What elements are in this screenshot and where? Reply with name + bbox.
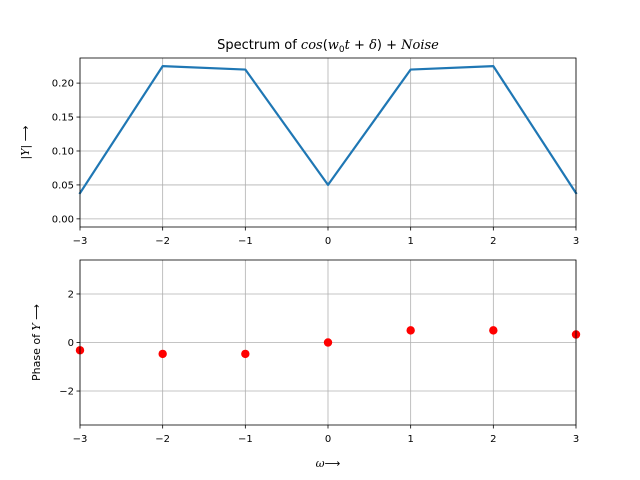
- magnitude-ytick-label: 0.00: [52, 214, 74, 225]
- magnitude-marks: [78, 65, 578, 195]
- phase-data-point: [241, 349, 250, 359]
- phase-ytick-label: 0: [68, 338, 74, 349]
- phase-data-point: [489, 326, 498, 335]
- phase-ylabel: Phase of Y ⟶: [30, 304, 43, 381]
- magnitude-ytick-label: 0.20: [52, 79, 74, 90]
- phase-ytick-label: 2: [68, 289, 74, 300]
- magnitude-xtick-label: −2: [155, 236, 170, 247]
- magnitude-xtick-label: 2: [490, 236, 496, 247]
- phase-xtick-label: 1: [407, 434, 413, 445]
- phase-ticks: −3 −2 −1 0 1 2 3 −2 0 2: [59, 289, 579, 445]
- phase-xtick-label: 3: [573, 434, 579, 445]
- phase-data-point: [406, 326, 415, 335]
- phase-xtick-label: −3: [73, 434, 88, 445]
- magnitude-ticks: −3 −2 −1 0 1 2 3 0.00 0.05 0.10 0.15 0.20: [52, 79, 579, 247]
- magnitude-ytick-label: 0.10: [52, 146, 74, 157]
- phase-xtick-label: 0: [325, 434, 331, 445]
- phase-marks: [75, 326, 581, 359]
- phase-subplot: −3 −2 −1 0 1 2 3 −2 0 2 ω⟶ Phase of Y ⟶: [30, 259, 581, 470]
- magnitude-xtick-label: −3: [73, 236, 88, 247]
- phase-data-point: [158, 349, 167, 359]
- magnitude-series-line: [78, 65, 578, 195]
- magnitude-xtick-label: 3: [573, 236, 579, 247]
- phase-xlabel: ω⟶: [316, 457, 341, 470]
- chart-title: Spectrum of cos(w0t + δ) + Noise: [217, 38, 439, 55]
- phase-xtick-label: 2: [490, 434, 496, 445]
- magnitude-xtick-label: 1: [407, 236, 413, 247]
- magnitude-ylabel: |Y| ⟶: [19, 125, 32, 159]
- phase-xtick-label: −1: [238, 434, 253, 445]
- phase-data-point: [323, 338, 333, 347]
- phase-ytick-label: −2: [59, 387, 74, 398]
- magnitude-xtick-label: −1: [238, 236, 253, 247]
- magnitude-ytick-label: 0.05: [52, 180, 74, 191]
- magnitude-ytick-label: 0.15: [52, 113, 74, 124]
- magnitude-xtick-label: 0: [325, 236, 331, 247]
- phase-xtick-label: −2: [155, 434, 170, 445]
- magnitude-subplot: −3 −2 −1 0 1 2 3 0.00 0.05 0.10 0.15 0.20 Spectrum …: [19, 38, 579, 247]
